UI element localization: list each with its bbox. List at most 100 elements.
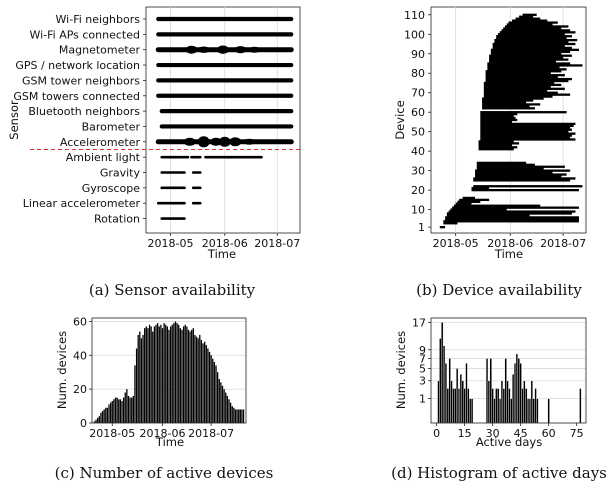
device-activity-bar xyxy=(453,204,541,207)
histogram-bar xyxy=(493,398,496,424)
active-devices-bar xyxy=(165,324,167,423)
histogram-bar xyxy=(512,373,515,424)
histogram-bar xyxy=(526,398,530,424)
active-devices-bar xyxy=(225,392,227,423)
active-devices-bar xyxy=(218,378,220,423)
y-tick-label: 30 xyxy=(411,165,425,178)
x-axis-label: Active days xyxy=(476,435,542,449)
x-tick-label: 2018-07 xyxy=(254,237,300,250)
histogram-bar xyxy=(441,322,444,424)
sensor-label: GPS / network location xyxy=(15,59,140,72)
device-activity-bar xyxy=(480,113,518,116)
histogram-bar xyxy=(469,398,472,424)
histogram-bar xyxy=(450,380,453,424)
histogram-bar xyxy=(461,380,464,424)
sensor-activity-blob xyxy=(185,45,198,54)
device-activity-bar xyxy=(515,17,541,20)
sensor-activity-blob xyxy=(197,46,210,53)
device-activity-bar xyxy=(480,134,572,137)
histogram-bar xyxy=(579,388,582,424)
x-tick-label: 2018-05 xyxy=(148,237,194,250)
device-activity-bar xyxy=(459,198,490,202)
device-activity-bar xyxy=(482,97,544,100)
device-activity-bar xyxy=(482,101,527,104)
active-devices-bar xyxy=(134,365,136,423)
sensor-label: Magnetometer xyxy=(59,44,141,57)
plot-frame xyxy=(430,317,587,424)
active-devices-bar xyxy=(220,382,222,423)
y-tick-label: 20 xyxy=(411,184,425,197)
histogram-bar xyxy=(506,380,509,424)
active-devices-bar xyxy=(202,343,204,423)
active-devices-bar xyxy=(126,389,128,423)
x-tick-label: 75 xyxy=(570,427,584,440)
active-devices-bar xyxy=(221,385,224,423)
histogram-bar xyxy=(528,398,532,424)
active-devices-bar xyxy=(182,326,185,423)
device-activity-bar xyxy=(494,40,569,44)
active-devices-bar xyxy=(160,324,162,423)
device-activity-bar xyxy=(480,120,513,124)
x-tick-label: 60 xyxy=(542,427,556,440)
active-devices-bar xyxy=(213,362,216,423)
sensor-label: Bluetooth neighbors xyxy=(28,105,140,118)
x-tick-label: 2018-06 xyxy=(140,427,186,440)
device-activity-bar xyxy=(480,128,572,131)
y-tick-label: 110 xyxy=(404,9,425,22)
y-tick-label: 90 xyxy=(411,48,425,61)
histogram-bar xyxy=(459,373,463,424)
device-activity-bar xyxy=(478,148,514,151)
histogram-bar xyxy=(448,358,451,424)
device-activity-bar xyxy=(473,185,583,188)
y-tick-label: 1 xyxy=(418,221,425,234)
histogram-bar xyxy=(495,388,498,424)
active-devices-bar xyxy=(129,397,131,423)
device-activity-bar xyxy=(489,54,572,57)
active-devices-bar xyxy=(236,409,238,423)
device-activity-bar xyxy=(506,23,553,26)
active-devices-bar xyxy=(161,328,164,423)
x-tick-label: 2018-05 xyxy=(433,237,479,250)
active-devices-bar xyxy=(212,358,214,423)
active-devices-bar xyxy=(184,324,186,423)
sensor-label: GSM towers connected xyxy=(13,90,140,103)
device-activity-bar xyxy=(480,122,576,126)
active-devices-bar xyxy=(93,421,96,423)
device-activity-bar xyxy=(483,81,555,85)
y-axis-label: Num. devices xyxy=(55,331,69,409)
device-activity-bar xyxy=(480,132,576,135)
active-devices-bar xyxy=(192,328,194,423)
histogram-bar xyxy=(497,388,500,424)
active-devices-bar xyxy=(95,419,97,423)
caption-c: (c) Number of active devices xyxy=(55,464,274,482)
sensor-label: Ambient light xyxy=(66,151,141,164)
device-activity-bar xyxy=(483,85,551,89)
x-axis-label: Time xyxy=(494,247,523,261)
x-tick-label: 15 xyxy=(458,427,472,440)
active-devices-bar xyxy=(205,345,207,423)
device-activity-bar xyxy=(496,35,572,38)
histogram-bar xyxy=(489,358,492,424)
active-devices-bar xyxy=(233,407,235,423)
y-tick-label: 50 xyxy=(411,126,425,139)
device-activity-bar xyxy=(457,200,481,203)
x-tick-label: 2018-07 xyxy=(188,427,234,440)
histogram-bar xyxy=(508,388,511,424)
device-activity-bar xyxy=(482,103,541,106)
histogram-bar xyxy=(523,380,526,424)
active-devices-bar xyxy=(100,412,102,423)
active-devices-bar xyxy=(194,334,196,423)
device-activity-bar xyxy=(478,140,514,143)
device-activity-bar xyxy=(475,169,571,172)
active-devices-bar xyxy=(114,397,117,423)
device-activity-bar xyxy=(445,218,579,221)
histogram-bar xyxy=(470,398,474,424)
histogram-bar xyxy=(521,388,524,424)
active-devices-bar xyxy=(241,409,243,423)
active-devices-bar xyxy=(113,399,115,423)
active-devices-bar xyxy=(174,321,177,423)
device-activity-bar xyxy=(462,196,476,200)
device-activity-bar xyxy=(476,165,565,168)
active-devices-bar xyxy=(116,397,118,423)
active-devices-bar xyxy=(215,365,217,423)
